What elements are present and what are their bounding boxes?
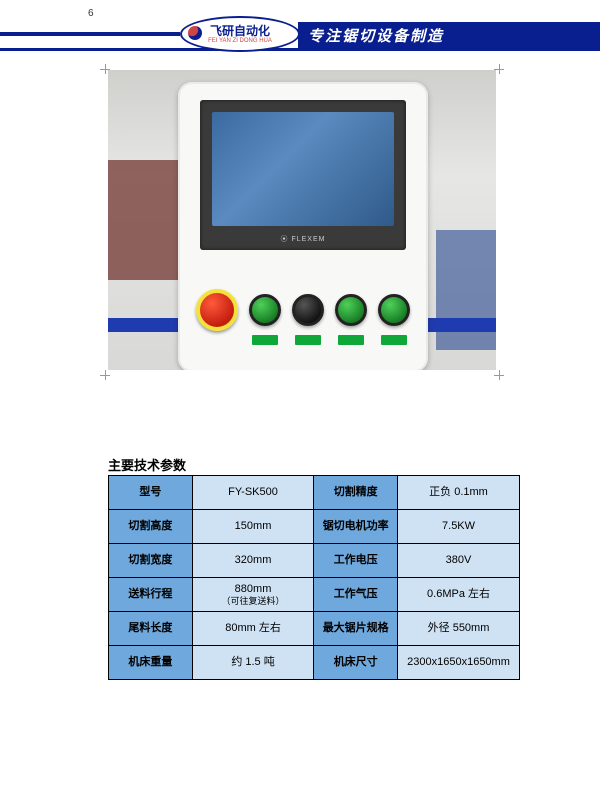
spec-value: 150mm (192, 510, 314, 544)
spec-value: 正负 0.1mm (398, 476, 520, 510)
crop-mark-icon (494, 370, 504, 380)
company-name-pinyin: FEI YAN ZI DONG HUA (208, 38, 272, 44)
header-line-left (0, 32, 180, 36)
spec-value: 0.6MPa 左右 (398, 578, 520, 612)
button-tag-icon (338, 335, 364, 345)
slogan-bar: 专注锯切设备制造 (298, 22, 600, 48)
spec-value: FY-SK500 (192, 476, 314, 510)
spec-value: 880mm（可往复送料） (192, 578, 314, 612)
spec-value: 约 1.5 吨 (192, 646, 314, 680)
spec-value: 320mm (192, 544, 314, 578)
green-button-icon (249, 294, 281, 326)
spec-label: 工作电压 (314, 544, 398, 578)
spec-value: 380V (398, 544, 520, 578)
spec-label: 机床尺寸 (314, 646, 398, 680)
spec-value: 外径 550mm (398, 612, 520, 646)
product-photo: ⦿ FLEXEM (108, 70, 496, 370)
header-line-under (0, 48, 600, 51)
spec-label: 切割精度 (314, 476, 398, 510)
spec-label: 最大锯片规格 (314, 612, 398, 646)
company-logo: 飞研自动化 FEI YAN ZI DONG HUA (180, 16, 300, 52)
control-panel: ⦿ FLEXEM (178, 82, 428, 370)
hmi-screen-bezel: ⦿ FLEXEM (200, 100, 406, 250)
hmi-screen (212, 112, 394, 226)
header-bar: 飞研自动化 FEI YAN ZI DONG HUA 专注锯切设备制造 (0, 18, 600, 50)
spec-value: 2300x1650x1650mm (398, 646, 520, 680)
table-row: 机床重量约 1.5 吨机床尺寸2300x1650x1650mm (109, 646, 520, 680)
table-row: 切割宽度320mm工作电压380V (109, 544, 520, 578)
spec-label: 切割高度 (109, 510, 193, 544)
spec-label: 工作气压 (314, 578, 398, 612)
hmi-brand-label: ⦿ FLEXEM (200, 234, 406, 244)
company-name-cn: 飞研自动化 (210, 25, 270, 37)
spec-label: 型号 (109, 476, 193, 510)
black-button-icon (292, 294, 324, 326)
spec-table: 型号FY-SK500切割精度正负 0.1mm切割高度150mm锯切电机功率7.5… (108, 475, 520, 680)
table-row: 型号FY-SK500切割精度正负 0.1mm (109, 476, 520, 510)
spec-label: 切割宽度 (109, 544, 193, 578)
button-row (196, 280, 410, 340)
spec-label: 锯切电机功率 (314, 510, 398, 544)
table-row: 尾料长度80mm 左右最大锯片规格外径 550mm (109, 612, 520, 646)
crop-mark-icon (100, 370, 110, 380)
logo-swish-icon (188, 26, 202, 40)
button-tag-icon (295, 335, 321, 345)
spec-label: 尾料长度 (109, 612, 193, 646)
spec-value: 80mm 左右 (192, 612, 314, 646)
slogan-text: 专注锯切设备制造 (308, 25, 444, 46)
table-row: 送料行程880mm（可往复送料）工作气压0.6MPa 左右 (109, 578, 520, 612)
spec-label: 送料行程 (109, 578, 193, 612)
green-button-icon (335, 294, 367, 326)
spec-value: 7.5KW (398, 510, 520, 544)
button-tag-icon (381, 335, 407, 345)
table-row: 切割高度150mm锯切电机功率7.5KW (109, 510, 520, 544)
green-button-icon (378, 294, 410, 326)
button-tag-icon (252, 335, 278, 345)
spec-label: 机床重量 (109, 646, 193, 680)
emergency-stop-button-icon (196, 289, 238, 331)
bg-machine (436, 230, 496, 350)
spec-table-title: 主要技术参数 (108, 455, 186, 474)
